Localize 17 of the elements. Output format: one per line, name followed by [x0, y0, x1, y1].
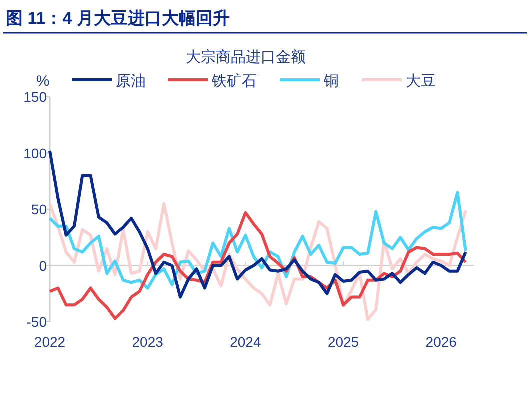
x-tick-label: 2024 — [230, 334, 262, 350]
legend-label: 大豆 — [406, 73, 436, 90]
chart-title: 图 11：4 月大豆进口大幅回升 — [6, 9, 230, 28]
chart-subtitle: 大宗商品进口金额 — [186, 49, 306, 66]
x-tick-label: 2025 — [328, 334, 360, 350]
y-tick-label: 100 — [24, 145, 48, 162]
y-tick-label: -50 — [26, 314, 48, 330]
legend-label: 原油 — [116, 73, 146, 90]
y-tick-label: 50 — [31, 202, 48, 218]
y-tick-label: 0 — [39, 258, 48, 274]
y-axis-title: % — [36, 73, 50, 90]
x-tick-label: 2023 — [132, 334, 164, 350]
legend-label: 铁矿石 — [211, 73, 257, 90]
legend-label: 铜 — [323, 73, 339, 90]
y-tick-label: 150 — [24, 89, 48, 105]
x-tick-label: 2022 — [34, 334, 66, 350]
x-tick-label: 2026 — [426, 334, 458, 350]
